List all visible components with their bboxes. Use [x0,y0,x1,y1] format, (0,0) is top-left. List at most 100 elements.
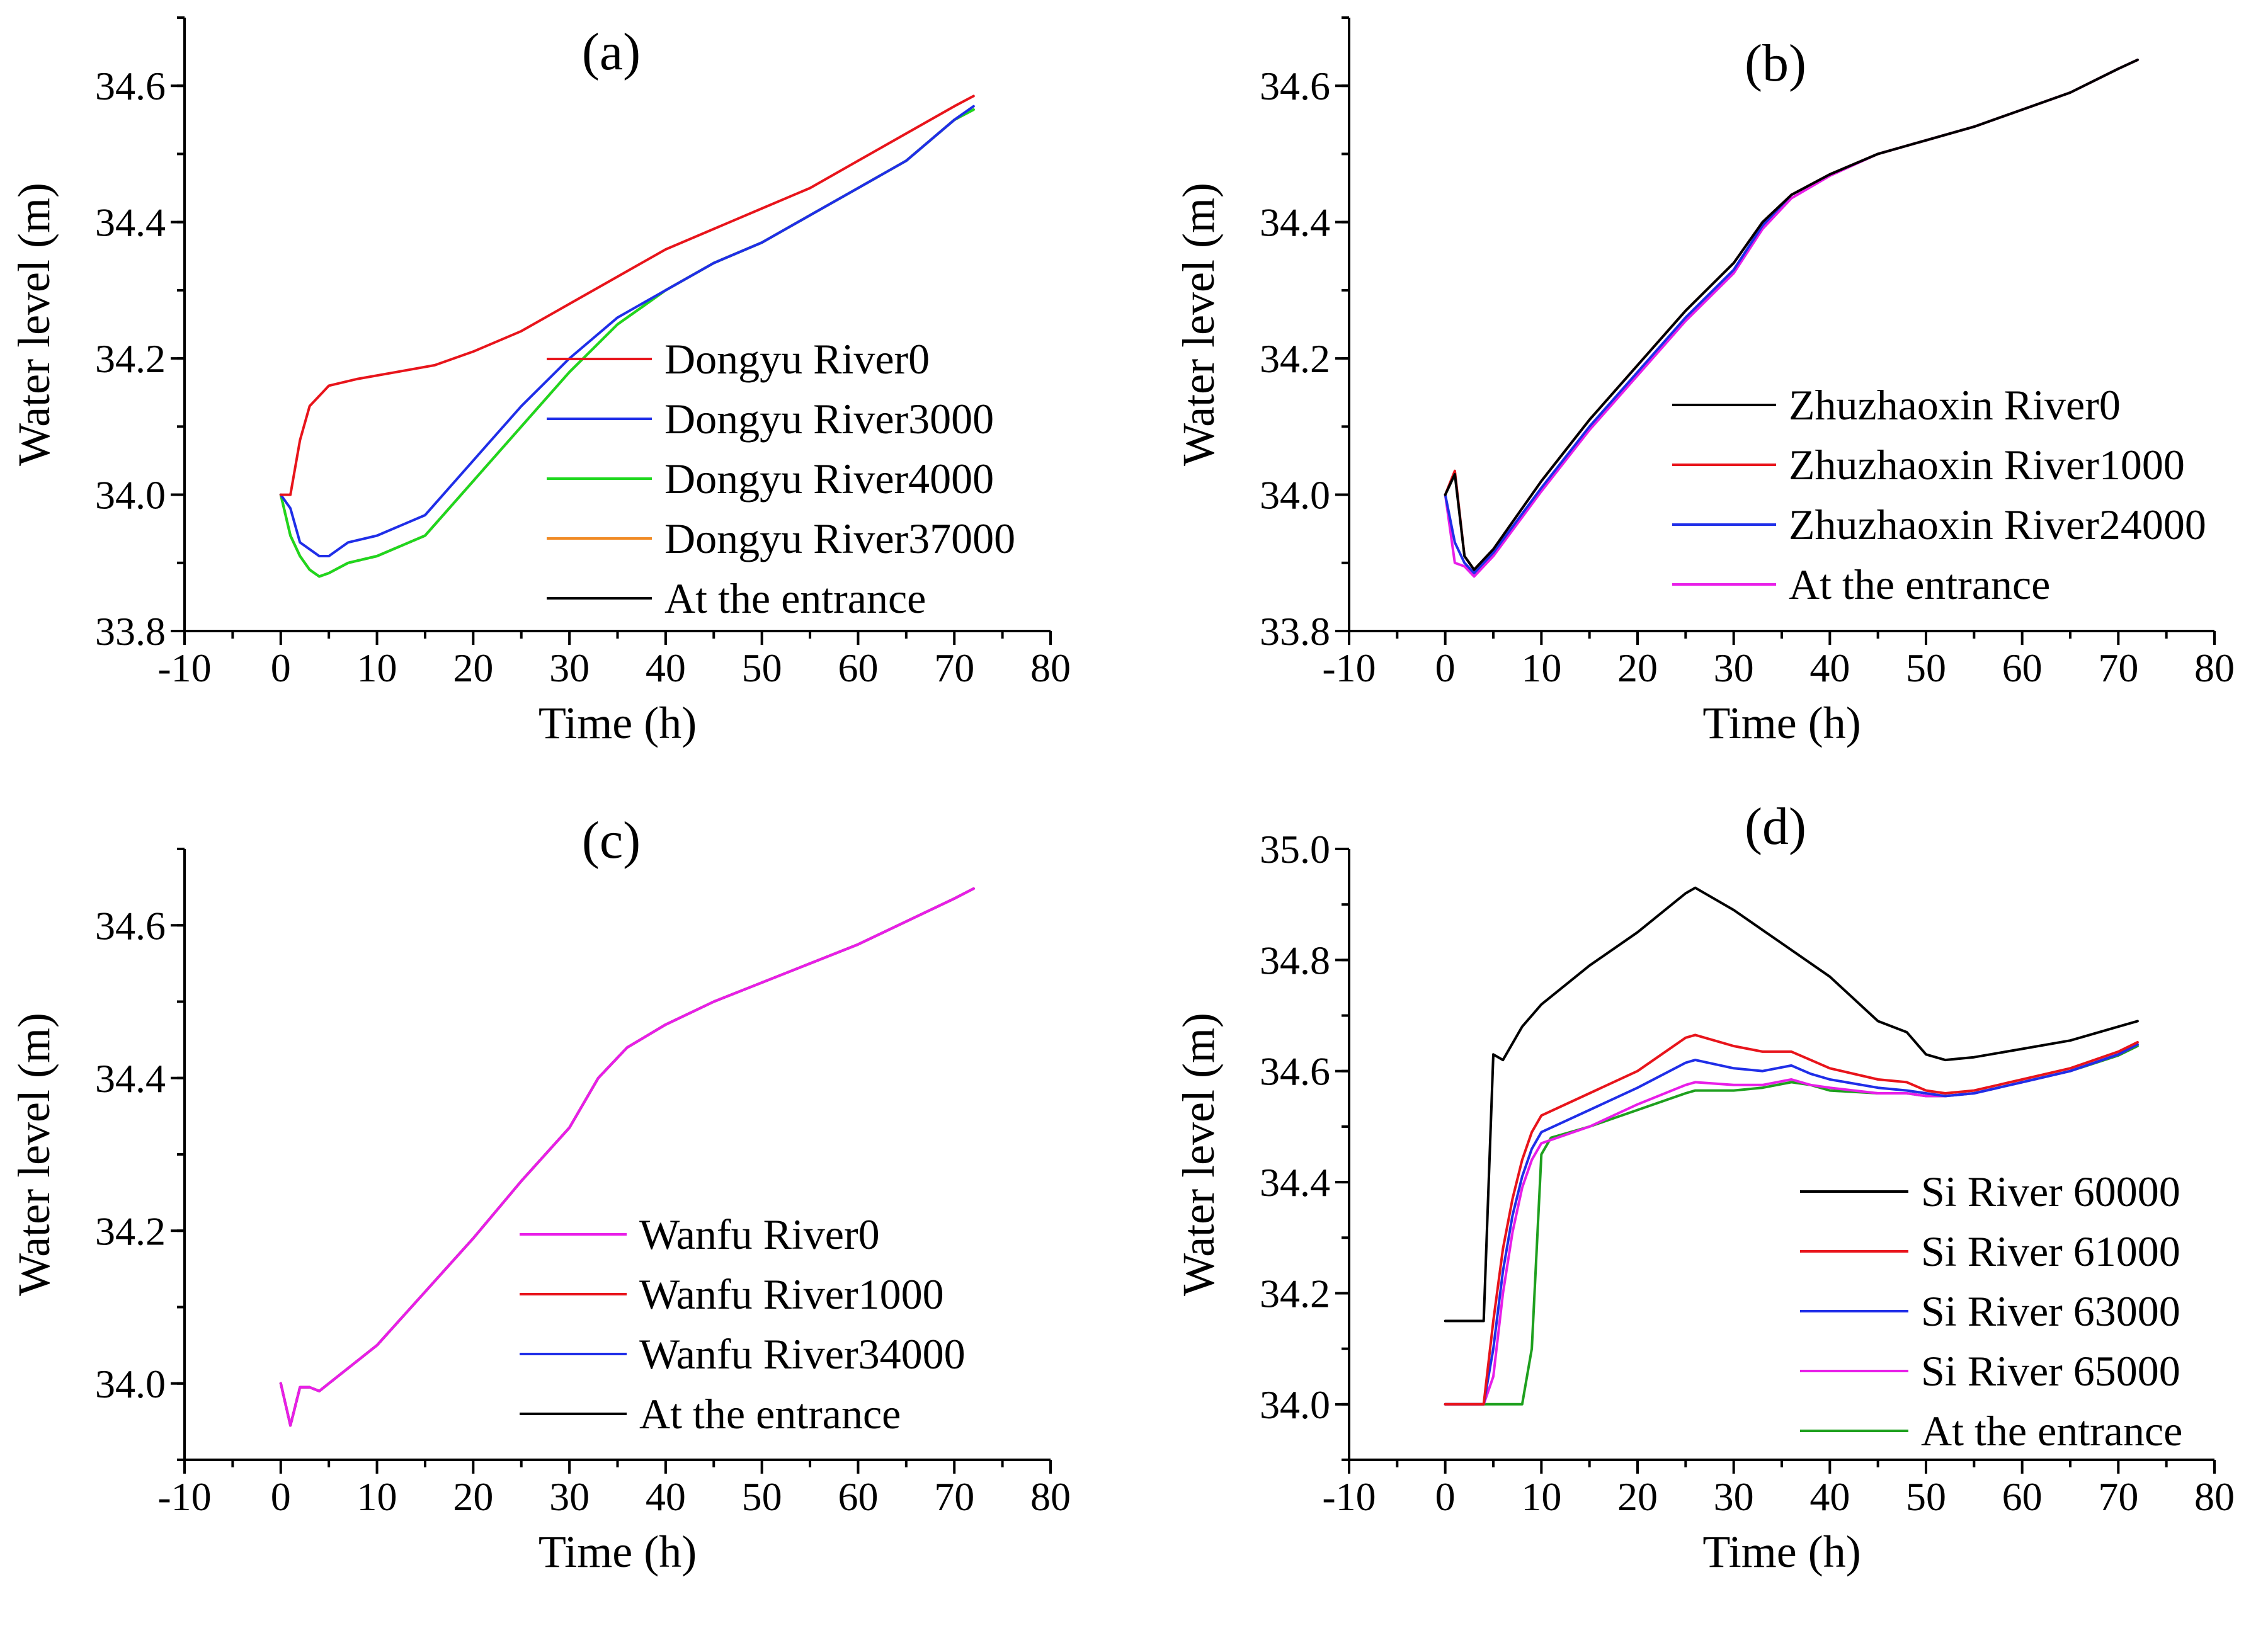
panel-b-x-tick-label: 70 [2098,646,2138,690]
panel-a-legend-label: At the entrance [664,574,926,622]
panel-b-legend-label: Zhuzhaoxin River0 [1789,381,2121,429]
panel-a-legend-label: Dongyu River0 [664,335,930,383]
panel-c-legend-label: Wanfu River1000 [639,1270,944,1318]
panel-c-x-tick-label: 20 [453,1474,493,1519]
panel-b-x-axis-title: Time (h) [1702,698,1861,748]
panel-c-series-line [279,887,975,1427]
panel-d-x-tick-label: 0 [1435,1474,1456,1519]
panel-b-x-tick-label: 80 [2194,646,2235,690]
panel-b-series-line [1444,59,2139,578]
panel-c-legend-label: Wanfu River34000 [639,1330,966,1378]
panel-c-x-axis-title: Time (h) [539,1527,697,1577]
panel-c-label: (c) [582,811,641,870]
panel-d-y-tick-label: 34.0 [1260,1382,1330,1427]
panel-c-x-tick-label: -10 [157,1474,211,1519]
panel-a-label: (a) [582,23,641,81]
panel-d-x-tick-label: 20 [1617,1474,1658,1519]
panel-b-y-tick-label: 34.6 [1260,64,1330,108]
panel-a-legend-label: Dongyu River37000 [664,515,1015,562]
panel-b-legend-label: Zhuzhaoxin River24000 [1789,501,2206,549]
panel-d-y-tick-label: 34.8 [1260,938,1330,982]
panel-a-y-tick-label: 34.6 [95,64,166,108]
panel-d-x-tick-label: 40 [1809,1474,1850,1519]
panel-b-x-tick-label: 20 [1617,646,1658,690]
panel-c-y-axis-title: Water level (m) [9,1013,59,1296]
panel-a-x-tick-label: 50 [742,646,782,690]
panel-d-y-tick-label: 35.0 [1260,827,1330,872]
panel-b-x-tick-label: 60 [2002,646,2043,690]
panel-d-y-tick-label: 34.4 [1260,1160,1330,1205]
panel-c-y-tick-label: 34.6 [95,903,166,948]
panel-c-y-tick-label: 34.0 [95,1362,166,1406]
panel-d-y-tick-label: 34.2 [1260,1271,1330,1316]
panel-d-x-tick-label: 50 [1906,1474,1946,1519]
panel-d-x-tick-label: 30 [1714,1474,1754,1519]
panel-b-x-tick-label: 50 [1906,646,1946,690]
panel-d-y-axis-title: Water level (m) [1173,1013,1224,1296]
panel-b-y-tick-label: 34.2 [1260,336,1330,381]
panel-b-x-tick-label: 40 [1809,646,1850,690]
panel-a-x-tick-label: 80 [1030,646,1071,690]
panel-a-x-tick-label: 20 [453,646,493,690]
panel-c-y-tick-label: 34.2 [95,1209,166,1253]
panel-c-x-tick-label: 30 [549,1474,590,1519]
panel-d-x-tick-label: -10 [1322,1474,1376,1519]
panel-a-x-tick-label: 30 [549,646,590,690]
panel-d-series-line [1444,1043,2139,1406]
panel-c-x-tick-label: 50 [742,1474,782,1519]
panel-b-series-line [1444,59,2139,574]
panel-c-y-tick-label: 34.4 [95,1056,166,1101]
panel-b-x-tick-label: 0 [1435,646,1456,690]
panel-c-legend-label: Wanfu River0 [639,1210,880,1258]
panel-a-x-tick-label: -10 [157,646,211,690]
panel-a-x-tick-label: 40 [646,646,686,690]
panel-a-series-line [279,105,975,557]
panel-a-x-axis-title: Time (h) [539,698,697,748]
panel-a-y-tick-label: 34.4 [95,200,166,245]
panel-d-legend-label: Si River 60000 [1921,1168,2180,1215]
panel-a-series-line [279,94,975,496]
panel-c-x-tick-label: 80 [1030,1474,1071,1519]
panel-c-x-tick-label: 0 [271,1474,291,1519]
panel-a-x-tick-label: 0 [271,646,291,690]
panel-d-label: (d) [1745,797,1806,856]
panel-d-series-line [1444,886,2139,1323]
panel-a-x-tick-label: 70 [934,646,974,690]
panel-c-x-tick-label: 10 [357,1474,397,1519]
panel-d-x-tick-label: 80 [2194,1474,2235,1519]
panel-b-y-tick-label: 34.0 [1260,473,1330,518]
panel-a-x-tick-label: 60 [838,646,878,690]
panel-d-x-axis-title: Time (h) [1702,1527,1861,1577]
panel-b-series-line [1444,59,2139,571]
panel-a-legend-label: Dongyu River4000 [664,455,994,503]
panel-b-legend-label: At the entrance [1789,560,2050,608]
panel-a-y-tick-label: 34.2 [95,336,166,381]
panel-d-legend-label: At the entrance [1921,1407,2182,1455]
panel-b-x-tick-label: -10 [1322,646,1376,690]
panel-d-legend-label: Si River 63000 [1921,1287,2180,1335]
panel-c-legend-label: At the entrance [639,1390,901,1438]
panel-c-x-tick-label: 40 [646,1474,686,1519]
panel-d-x-tick-label: 10 [1521,1474,1561,1519]
panel-d-legend-label: Si River 65000 [1921,1347,2180,1395]
panel-b-y-axis-title: Water level (m) [1173,183,1224,466]
panel-b-y-tick-label: 33.8 [1260,609,1330,654]
panel-a-y-tick-label: 33.8 [95,609,166,654]
panel-b-series-line [1444,59,2139,571]
panel-d-x-tick-label: 60 [2002,1474,2043,1519]
panel-b-legend-label: Zhuzhaoxin River1000 [1789,441,2185,489]
panel-a-legend-label: Dongyu River3000 [664,395,994,443]
panel-d-legend-label: Si River 61000 [1921,1227,2180,1275]
panel-c-x-tick-label: 60 [838,1474,878,1519]
panel-d-series-line [1444,1033,2139,1406]
panel-a-y-tick-label: 34.0 [95,473,166,518]
panel-b-label: (b) [1745,34,1806,93]
panel-b-y-tick-label: 34.4 [1260,200,1330,245]
panel-a-y-axis-title: Water level (m) [9,183,59,466]
panel-a-x-tick-label: 10 [357,646,397,690]
panel-b-x-tick-label: 10 [1521,646,1561,690]
panel-c-x-tick-label: 70 [934,1474,974,1519]
panel-d-x-tick-label: 70 [2098,1474,2138,1519]
panel-d-y-tick-label: 34.6 [1260,1049,1330,1094]
